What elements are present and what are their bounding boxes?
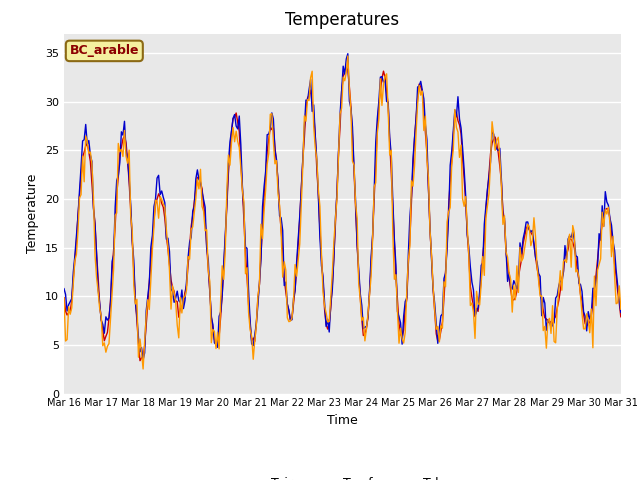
Tsurf bbox=[255, 281, 263, 287]
Tair bbox=[255, 281, 263, 287]
Y-axis label: Temperature: Temperature bbox=[26, 174, 40, 253]
Tsky bbox=[305, 97, 313, 103]
Line: Tair: Tair bbox=[64, 68, 621, 360]
Tsurf bbox=[344, 51, 351, 57]
Tsurf bbox=[60, 286, 68, 291]
Text: BC_arable: BC_arable bbox=[70, 44, 139, 58]
Tsurf bbox=[228, 128, 236, 134]
Tair bbox=[305, 93, 313, 98]
Tair bbox=[589, 299, 596, 304]
Tair bbox=[342, 65, 350, 71]
Tair bbox=[228, 129, 236, 135]
Tsky bbox=[140, 366, 147, 372]
Tsky bbox=[617, 306, 625, 312]
Title: Temperatures: Temperatures bbox=[285, 11, 399, 29]
Tair bbox=[136, 358, 144, 363]
Tsky bbox=[246, 327, 254, 333]
Tsurf bbox=[129, 238, 136, 244]
Tair bbox=[246, 322, 254, 327]
Tsky bbox=[129, 228, 136, 233]
Line: Tsurf: Tsurf bbox=[64, 54, 621, 360]
Tair bbox=[129, 239, 136, 245]
Tsky bbox=[344, 53, 351, 59]
Tsky bbox=[255, 282, 263, 288]
Tsurf bbox=[246, 318, 254, 324]
Tsurf bbox=[305, 87, 313, 93]
Tsurf bbox=[617, 310, 625, 315]
Tsky bbox=[228, 140, 236, 146]
Tsurf bbox=[140, 357, 147, 363]
Tsky bbox=[589, 345, 596, 351]
Tsurf bbox=[589, 286, 596, 291]
X-axis label: Time: Time bbox=[327, 414, 358, 427]
Line: Tsky: Tsky bbox=[64, 56, 621, 369]
Tair bbox=[617, 314, 625, 320]
Tair bbox=[60, 295, 68, 300]
Tsky bbox=[60, 295, 68, 301]
Legend: Tair, Tsurf, Tsky: Tair, Tsurf, Tsky bbox=[231, 472, 454, 480]
